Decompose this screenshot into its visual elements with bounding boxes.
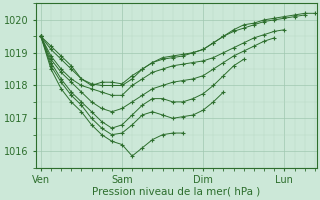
X-axis label: Pression niveau de la mer( hPa ): Pression niveau de la mer( hPa ) — [92, 187, 260, 197]
